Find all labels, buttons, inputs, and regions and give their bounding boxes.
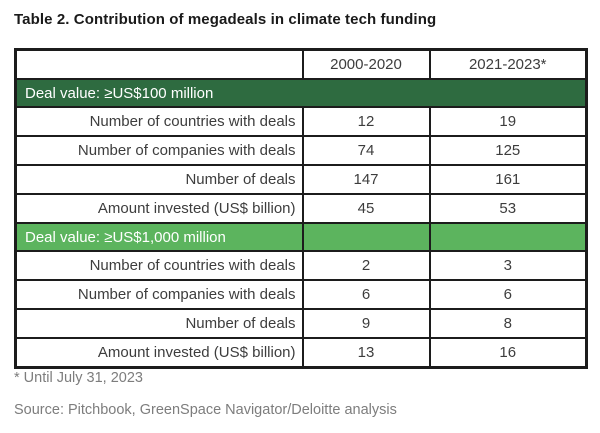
- value-deals-2021-2023: 161: [428, 164, 588, 195]
- value-companies-2000-2020: 74: [301, 135, 431, 166]
- row-label-amount: Amount invested (US$ billion): [14, 337, 304, 369]
- table-row: Number of countries with deals 2 3: [14, 250, 588, 281]
- value-amount-2021-2023: 53: [428, 193, 588, 224]
- value-companies-2000-2020: 6: [301, 279, 431, 310]
- column-header-row: 2000-2020 2021-2023*: [14, 48, 588, 80]
- table-row: Number of companies with deals 6 6: [14, 279, 588, 310]
- value-amount-2000-2020: 45: [301, 193, 431, 224]
- column-header-empty: [14, 48, 304, 80]
- table-row: Number of companies with deals 74 125: [14, 135, 588, 166]
- row-label-deals: Number of deals: [14, 164, 304, 195]
- row-label-countries: Number of countries with deals: [14, 250, 304, 281]
- table-row: Number of deals 147 161: [14, 164, 588, 195]
- value-amount-2021-2023: 16: [428, 337, 588, 369]
- column-header-2021-2023: 2021-2023*: [428, 48, 588, 80]
- row-label-companies: Number of companies with deals: [14, 279, 304, 310]
- megadeals-table: 2000-2020 2021-2023* Deal value: ≥US$100…: [14, 48, 588, 369]
- value-deals-2000-2020: 147: [301, 164, 431, 195]
- value-countries-2000-2020: 12: [301, 106, 431, 137]
- footnote: * Until July 31, 2023: [14, 370, 143, 386]
- value-countries-2021-2023: 19: [428, 106, 588, 137]
- value-companies-2021-2023: 125: [428, 135, 588, 166]
- column-header-2000-2020: 2000-2020: [301, 48, 431, 80]
- section-header-1000m: Deal value: ≥US$1,000 million: [14, 222, 588, 252]
- value-deals-2000-2020: 9: [301, 308, 431, 339]
- value-companies-2021-2023: 6: [428, 279, 588, 310]
- row-label-amount: Amount invested (US$ billion): [14, 193, 304, 224]
- section-header-1000m-label: Deal value: ≥US$1,000 million: [14, 222, 304, 252]
- source-line: Source: Pitchbook, GreenSpace Navigator/…: [14, 402, 397, 418]
- value-countries-2021-2023: 3: [428, 250, 588, 281]
- row-label-deals: Number of deals: [14, 308, 304, 339]
- section-header-1000m-empty-cell: [428, 222, 588, 252]
- section-header-1000m-empty-cell: [301, 222, 431, 252]
- value-amount-2000-2020: 13: [301, 337, 431, 369]
- table-row: Number of deals 9 8: [14, 308, 588, 339]
- row-label-countries: Number of countries with deals: [14, 106, 304, 137]
- value-countries-2000-2020: 2: [301, 250, 431, 281]
- value-deals-2021-2023: 8: [428, 308, 588, 339]
- table-row: Amount invested (US$ billion) 13 16: [14, 337, 588, 369]
- table-row: Amount invested (US$ billion) 45 53: [14, 193, 588, 224]
- section-header-100m: Deal value: ≥US$100 million: [14, 78, 588, 108]
- table-title: Table 2. Contribution of megadeals in cl…: [14, 11, 437, 28]
- section-header-100m-label: Deal value: ≥US$100 million: [14, 78, 588, 108]
- table-row: Number of countries with deals 12 19: [14, 106, 588, 137]
- row-label-companies: Number of companies with deals: [14, 135, 304, 166]
